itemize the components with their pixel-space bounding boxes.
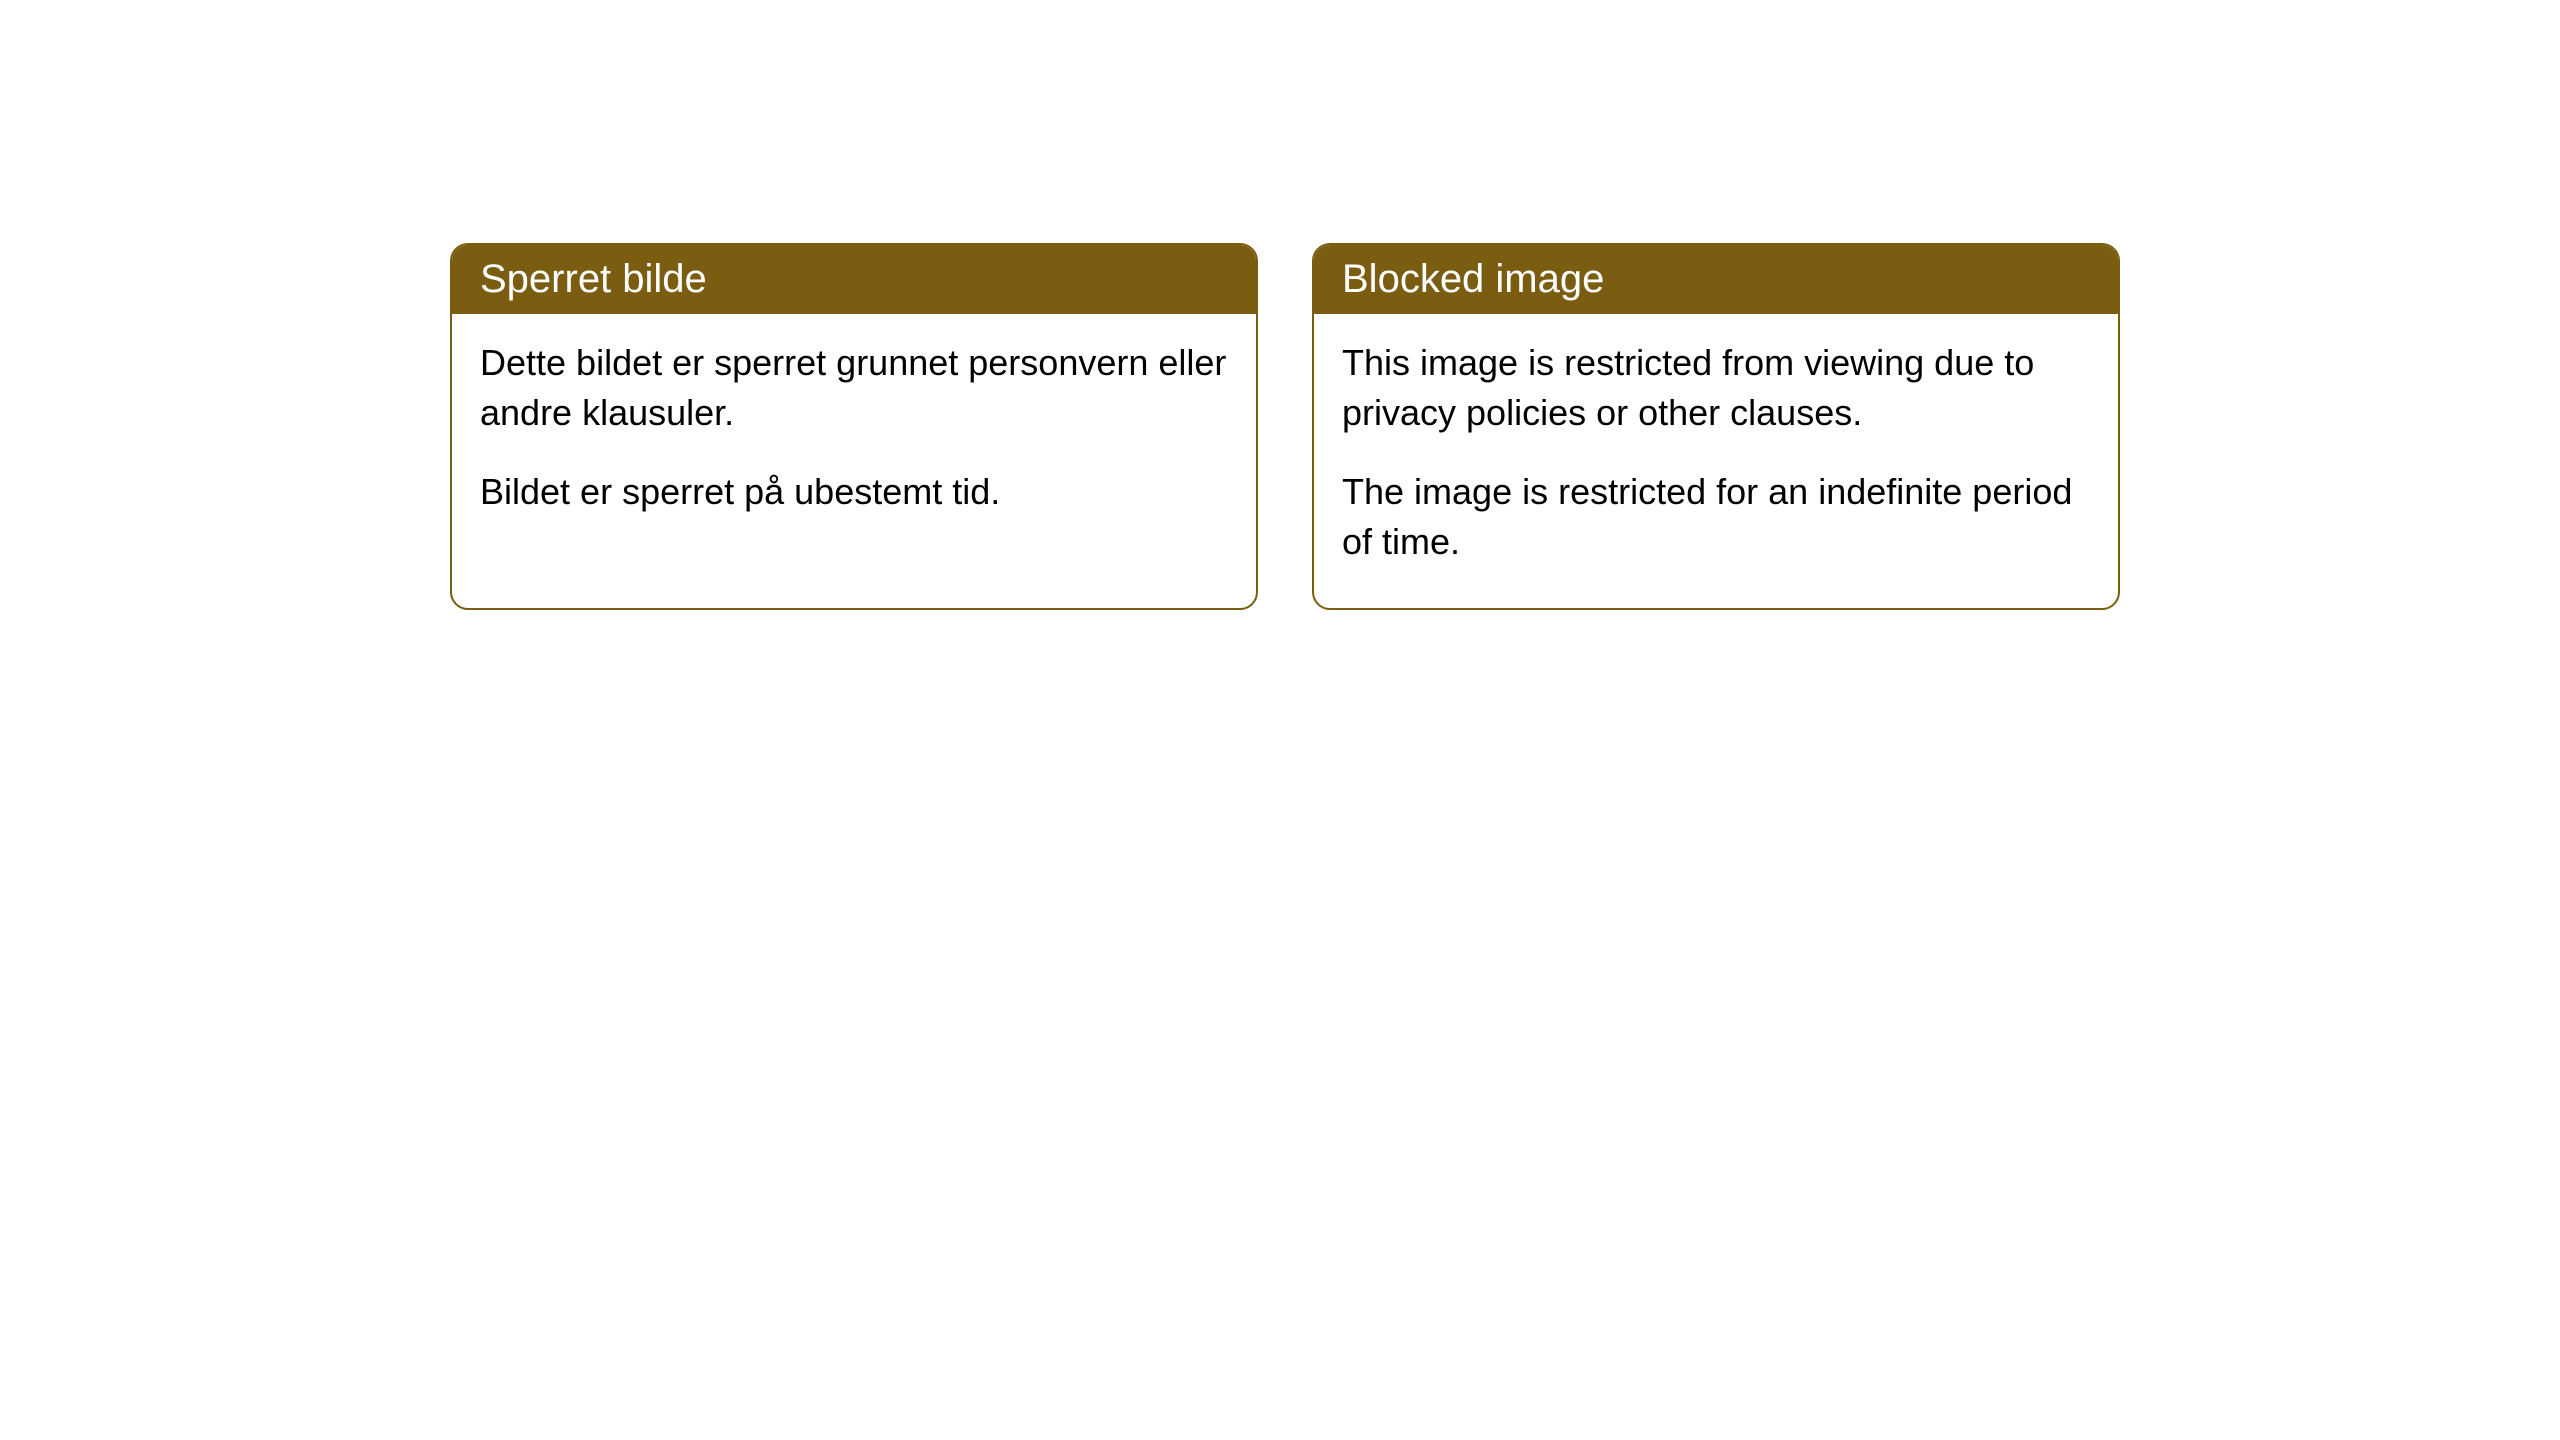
card-body: This image is restricted from viewing du… [1314, 314, 2118, 608]
notice-card-norwegian: Sperret bilde Dette bildet er sperret gr… [450, 243, 1258, 610]
card-body: Dette bildet er sperret grunnet personve… [452, 314, 1256, 557]
paragraph-1: This image is restricted from viewing du… [1342, 338, 2090, 439]
card-title: Blocked image [1342, 257, 1604, 301]
card-header: Sperret bilde [452, 245, 1256, 314]
paragraph-2: The image is restricted for an indefinit… [1342, 467, 2090, 568]
card-title: Sperret bilde [480, 257, 707, 301]
paragraph-1: Dette bildet er sperret grunnet personve… [480, 338, 1228, 439]
card-header: Blocked image [1314, 245, 2118, 314]
notice-container: Sperret bilde Dette bildet er sperret gr… [450, 243, 2120, 610]
paragraph-2: Bildet er sperret på ubestemt tid. [480, 467, 1228, 517]
notice-card-english: Blocked image This image is restricted f… [1312, 243, 2120, 610]
